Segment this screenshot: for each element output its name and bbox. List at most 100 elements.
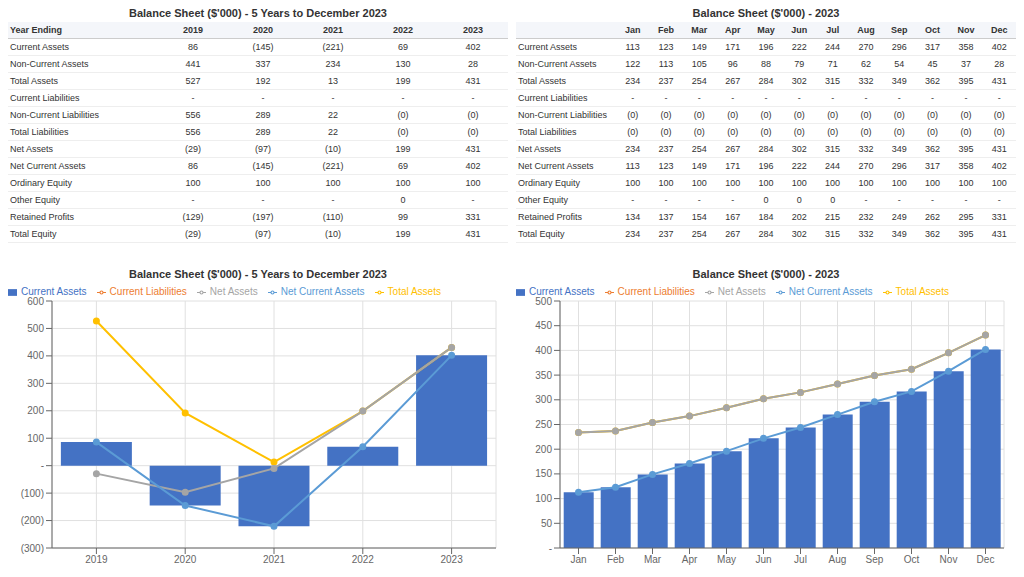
- svg-text:Apr: Apr: [682, 554, 698, 565]
- html-text:69: 69: [398, 42, 408, 52]
- html-text:(0): (0): [397, 110, 409, 120]
- html-text:Current Assets: Current Assets: [529, 286, 595, 297]
- svg-text:150: 150: [535, 468, 552, 479]
- html-text:Net Current Assets: Net Current Assets: [788, 286, 873, 297]
- html-text:234: 234: [325, 59, 341, 69]
- html-text:Total Liabilities: Total Liabilities: [10, 127, 69, 137]
- html-text:Net Current Assets: Net Current Assets: [10, 161, 86, 171]
- svg-text:(200): (200): [21, 515, 44, 526]
- svg-text:Mar: Mar: [644, 554, 662, 565]
- html-text:(221): (221): [322, 161, 344, 171]
- svg-text:350: 350: [535, 370, 552, 381]
- svg-text:200: 200: [535, 444, 552, 455]
- html-text:527: 527: [185, 76, 201, 86]
- svg-text:Jun: Jun: [755, 554, 771, 565]
- svg-text:600: 600: [27, 296, 44, 307]
- html-text:431: 431: [465, 144, 481, 154]
- html-text:337: 337: [255, 59, 271, 69]
- html-text:441: 441: [185, 59, 201, 69]
- svg-text:-: -: [41, 460, 44, 471]
- html-text:130: 130: [395, 59, 411, 69]
- svg-text:400: 400: [27, 350, 44, 361]
- html-text:Total Assets: Total Assets: [10, 76, 58, 86]
- html-text:Year Ending: Year Ending: [10, 25, 62, 35]
- html-text:Total Assets: Total Assets: [387, 286, 441, 297]
- svg-text:500: 500: [27, 323, 44, 334]
- html-text:(145): (145): [252, 161, 274, 171]
- svg-text:250: 250: [535, 419, 552, 430]
- html-text:Balance Sheet ($'000) - 5 Year: Balance Sheet ($'000) - 5 Years to Decem…: [129, 268, 387, 280]
- html-text:(29): (29): [185, 144, 201, 154]
- html-text:Net Assets: Net Assets: [717, 286, 766, 297]
- html-text:69: 69: [398, 161, 408, 171]
- html-text:22: 22: [328, 110, 338, 120]
- html-text:192: 192: [255, 76, 271, 86]
- svg-text:May: May: [717, 554, 736, 565]
- svg-text:-: -: [549, 543, 552, 554]
- html-text:86: 86: [188, 161, 198, 171]
- svg-text:300: 300: [27, 378, 44, 389]
- svg-text:100: 100: [535, 493, 552, 504]
- html-text:(0): (0): [467, 110, 479, 120]
- svg-text:Aug: Aug: [829, 554, 847, 565]
- svg-text:50: 50: [541, 518, 553, 529]
- html-text:Total Assets: Total Assets: [895, 286, 949, 297]
- html-text:(221): (221): [322, 42, 344, 52]
- html-text:Net Assets: Net Assets: [10, 144, 53, 154]
- html-text:2023: 2023: [463, 25, 483, 35]
- html-text:28: 28: [468, 59, 478, 69]
- svg-text:Dec: Dec: [977, 554, 995, 565]
- svg-text:2021: 2021: [263, 554, 286, 565]
- svg-text:Jan: Jan: [570, 554, 586, 565]
- html-text:199: 199: [395, 144, 411, 154]
- html-text:2022: 2022: [393, 25, 413, 35]
- html-text:2021: 2021: [323, 25, 343, 35]
- svg-text:Jul: Jul: [794, 554, 807, 565]
- svg-text:Nov: Nov: [940, 554, 958, 565]
- svg-text:2022: 2022: [352, 554, 375, 565]
- html-text:402: 402: [465, 42, 481, 52]
- html-text:(97): (97): [255, 144, 271, 154]
- html-text:Net Assets: Net Assets: [209, 286, 258, 297]
- html-text:Current Liabilities: Current Liabilities: [617, 286, 695, 297]
- html-text:22: 22: [328, 127, 338, 137]
- html-text:(10): (10): [325, 144, 341, 154]
- svg-text:2020: 2020: [174, 554, 197, 565]
- html-text:86: 86: [188, 42, 198, 52]
- html-text:13: 13: [328, 76, 338, 86]
- html-text:(0): (0): [397, 127, 409, 137]
- svg-text:2023: 2023: [440, 554, 463, 565]
- html-text:289: 289: [255, 110, 271, 120]
- html-text:Balance Sheet ($'000) - 2023: Balance Sheet ($'000) - 2023: [692, 268, 840, 280]
- svg-text:450: 450: [535, 320, 552, 331]
- svg-text:300: 300: [535, 394, 552, 405]
- svg-text:Oct: Oct: [904, 554, 920, 565]
- html-text:Net Current Assets: Net Current Assets: [280, 286, 365, 297]
- html-text:556: 556: [185, 127, 201, 137]
- html-text:Balance Sheet ($'000) - 5 Year: Balance Sheet ($'000) - 5 Years to Decem…: [129, 7, 387, 19]
- html-text:2020: 2020: [253, 25, 273, 35]
- html-text:Non-Current Assets: Non-Current Assets: [10, 59, 89, 69]
- html-text:Current Liabilities: Current Liabilities: [109, 286, 187, 297]
- html-text:Non-Current Liabilities: Non-Current Liabilities: [10, 110, 99, 120]
- html-text:Balance Sheet ($'000) - 2023: Balance Sheet ($'000) - 2023: [692, 7, 840, 19]
- svg-text:500: 500: [535, 296, 552, 307]
- svg-text:Feb: Feb: [607, 554, 625, 565]
- html-text:199: 199: [395, 76, 411, 86]
- svg-text:(300): (300): [21, 543, 44, 554]
- html-text:2019: 2019: [183, 25, 203, 35]
- html-text:Current Assets: Current Assets: [21, 286, 87, 297]
- svg-text:(100): (100): [21, 488, 44, 499]
- html-text:431: 431: [465, 76, 481, 86]
- html-text:556: 556: [185, 110, 201, 120]
- svg-text:100: 100: [27, 433, 44, 444]
- html-text:Current Liabilities: Current Liabilities: [10, 93, 80, 103]
- html-text:(145): (145): [252, 42, 274, 52]
- html-text:(0): (0): [467, 127, 479, 137]
- svg-text:Sep: Sep: [866, 554, 884, 565]
- svg-text:400: 400: [535, 345, 552, 356]
- html-text:289: 289: [255, 127, 271, 137]
- svg-text:200: 200: [27, 405, 44, 416]
- html-text:Current Assets: Current Assets: [10, 42, 69, 52]
- svg-text:2019: 2019: [85, 554, 108, 565]
